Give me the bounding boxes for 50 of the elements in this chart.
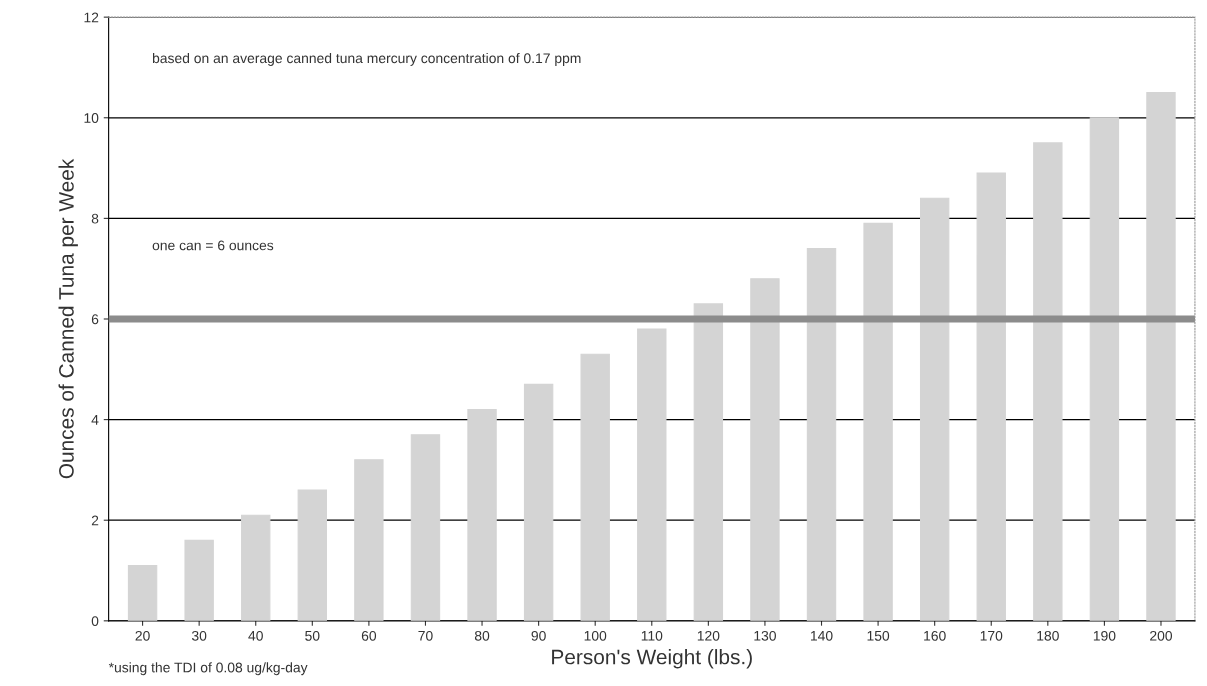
bar <box>241 514 271 621</box>
y-tick-label: 2 <box>91 515 99 526</box>
x-tick-label: 170 <box>980 630 1003 641</box>
bar <box>354 459 384 621</box>
x-tick-label: 60 <box>361 630 377 641</box>
x-tick-label: 200 <box>1150 630 1173 641</box>
x-tick-label: 190 <box>1093 630 1116 641</box>
bar <box>184 539 214 621</box>
bar <box>1089 117 1120 621</box>
bar <box>523 383 554 621</box>
x-tick-label: 130 <box>754 630 776 641</box>
y-tick-label: 0 <box>91 616 99 626</box>
x-tick-label: 50 <box>305 630 320 641</box>
bar <box>467 408 497 621</box>
bar <box>580 353 610 621</box>
annotation: one can = 6 ounces <box>152 240 274 251</box>
bar <box>637 328 667 621</box>
x-tick-label: 20 <box>135 630 150 641</box>
x-tick-label: 180 <box>1037 630 1059 641</box>
bar <box>806 248 837 621</box>
x-tick-label: 30 <box>191 630 207 641</box>
x-tick-label: 70 <box>418 630 433 641</box>
y-tick-label: 4 <box>91 415 99 425</box>
bar <box>127 564 158 621</box>
x-tick-label: 90 <box>531 630 546 641</box>
text: *using the TDI of 0.08 ug/kg-day <box>108 662 308 676</box>
x-tick-label: 150 <box>867 630 890 641</box>
x-tick-label: 100 <box>584 630 607 641</box>
y-tick-label: 6 <box>91 314 99 325</box>
x-tick-label: 80 <box>474 630 490 641</box>
bar <box>693 303 724 621</box>
bar <box>410 434 441 621</box>
x-tick-label: 160 <box>924 630 946 641</box>
y-tick-label: 8 <box>91 213 99 224</box>
bar <box>1033 142 1063 621</box>
y-tick-label: 10 <box>84 113 99 123</box>
annotation: based on an average canned tuna mercury concentration of 0.17 ppm <box>152 52 581 66</box>
bar <box>919 197 950 621</box>
x-tick-label: 120 <box>697 630 720 641</box>
bar <box>863 222 893 621</box>
x-tick-label: 110 <box>641 630 663 641</box>
y-tick-label: 12 <box>84 12 99 23</box>
x-tick-label: 140 <box>810 630 833 641</box>
x-axis-title: Person's Weight (lbs.) <box>552 649 752 669</box>
bar <box>976 172 1006 621</box>
bar <box>750 278 780 621</box>
x-tick-label: 40 <box>248 630 263 641</box>
bar <box>1146 92 1176 621</box>
bar <box>297 489 328 621</box>
y-axis-title: Ounces of Canned Tuna per Week <box>58 158 78 479</box>
